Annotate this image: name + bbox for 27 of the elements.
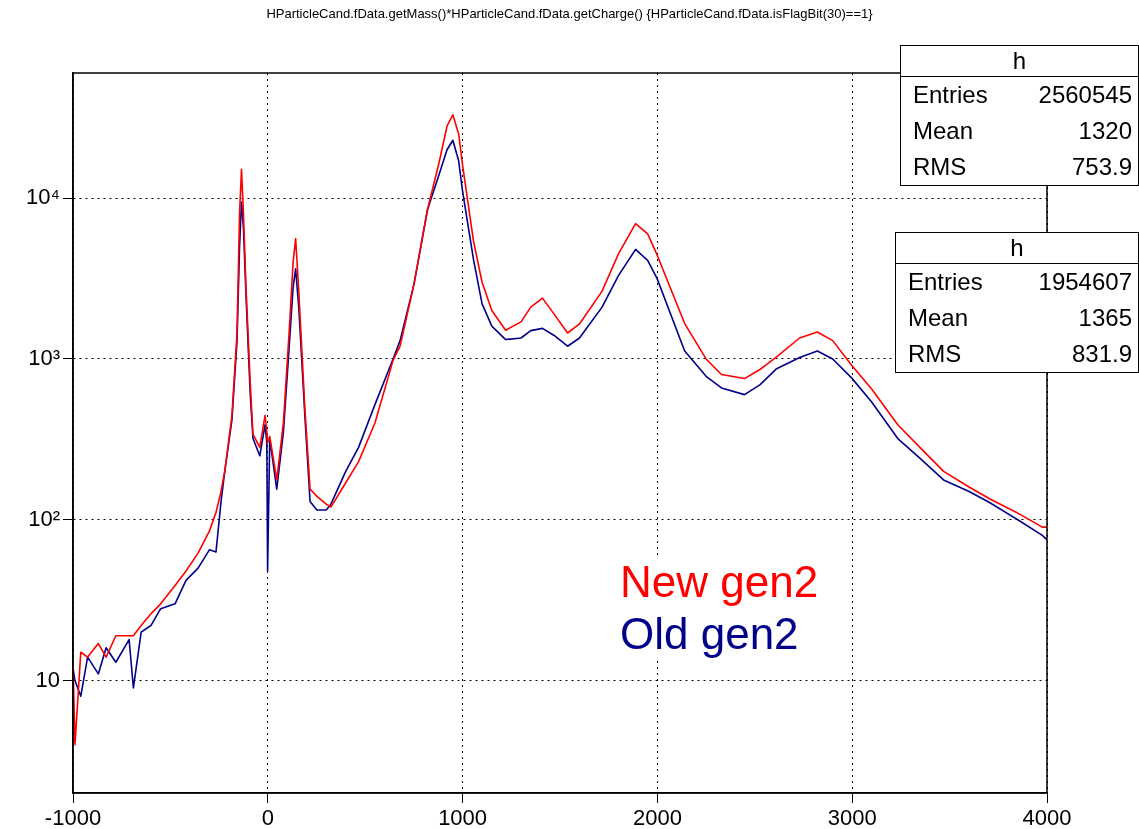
chart-title: HParticleCand.fData.getMass()*HParticleCand.fData.getCharge() {HParticleCand.fData.isFlagBit(30)==1}: [265, 6, 874, 21]
text: 1320: [1078, 116, 1132, 146]
annotation: Mean: [913, 116, 974, 146]
text: New gen2: [620, 556, 819, 608]
y-tick-label: 10: [35, 666, 60, 692]
text: 831.9: [1071, 339, 1132, 369]
annotation: 1954607: [1038, 267, 1132, 297]
x-tick-label: 3000: [827, 805, 877, 829]
annotation: Entries: [913, 80, 988, 110]
x-tick-label: -1000: [44, 805, 102, 829]
text: Old gen2: [620, 608, 799, 660]
y-tick-label: 10⁴: [26, 184, 60, 210]
annotation: 2560545: [1038, 80, 1132, 110]
y-tick-label: 10³: [28, 345, 60, 371]
x-tick-label: 4000: [1022, 805, 1072, 829]
annotation: Entries: [908, 267, 983, 297]
y-tick-label: 10²: [28, 505, 60, 531]
annotation: Mean: [908, 303, 969, 333]
annotation: RMS: [913, 152, 967, 182]
text: 1365: [1078, 303, 1132, 333]
text: 753.9: [1071, 152, 1132, 182]
x-tick-label: 2000: [632, 805, 682, 829]
x-tick-label: 1000: [438, 805, 488, 829]
x-tick-label: 0: [261, 805, 274, 829]
annotation: h: [901, 46, 1138, 77]
annotation: h: [896, 233, 1138, 264]
annotation: RMS: [908, 339, 962, 369]
